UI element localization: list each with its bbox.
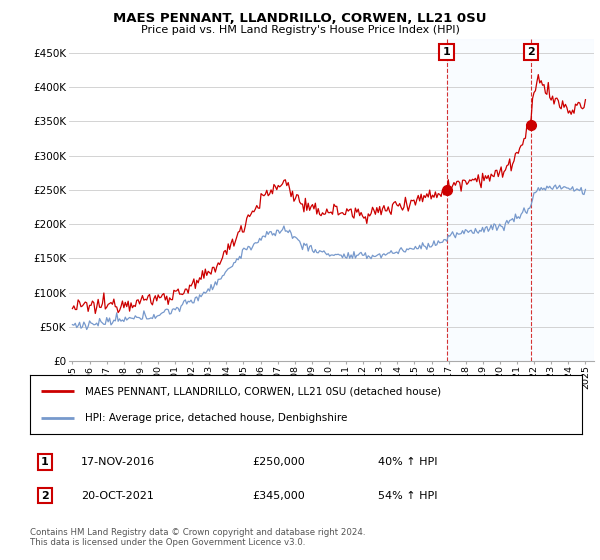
- Text: £250,000: £250,000: [252, 457, 305, 467]
- Text: 20-OCT-2021: 20-OCT-2021: [81, 491, 154, 501]
- Text: 17-NOV-2016: 17-NOV-2016: [81, 457, 155, 467]
- Text: MAES PENNANT, LLANDRILLO, CORWEN, LL21 0SU: MAES PENNANT, LLANDRILLO, CORWEN, LL21 0…: [113, 12, 487, 25]
- Text: Contains HM Land Registry data © Crown copyright and database right 2024.
This d: Contains HM Land Registry data © Crown c…: [30, 528, 365, 547]
- Text: HPI: Average price, detached house, Denbighshire: HPI: Average price, detached house, Denb…: [85, 413, 347, 423]
- Text: £345,000: £345,000: [252, 491, 305, 501]
- Text: 40% ↑ HPI: 40% ↑ HPI: [378, 457, 437, 467]
- Text: 2: 2: [41, 491, 49, 501]
- Text: 1: 1: [41, 457, 49, 467]
- Text: 54% ↑ HPI: 54% ↑ HPI: [378, 491, 437, 501]
- Bar: [446, 39, 594, 361]
- Text: MAES PENNANT, LLANDRILLO, CORWEN, LL21 0SU (detached house): MAES PENNANT, LLANDRILLO, CORWEN, LL21 0…: [85, 386, 442, 396]
- Text: Price paid vs. HM Land Registry's House Price Index (HPI): Price paid vs. HM Land Registry's House …: [140, 25, 460, 35]
- Text: 1: 1: [443, 47, 451, 57]
- Text: 2: 2: [527, 47, 535, 57]
